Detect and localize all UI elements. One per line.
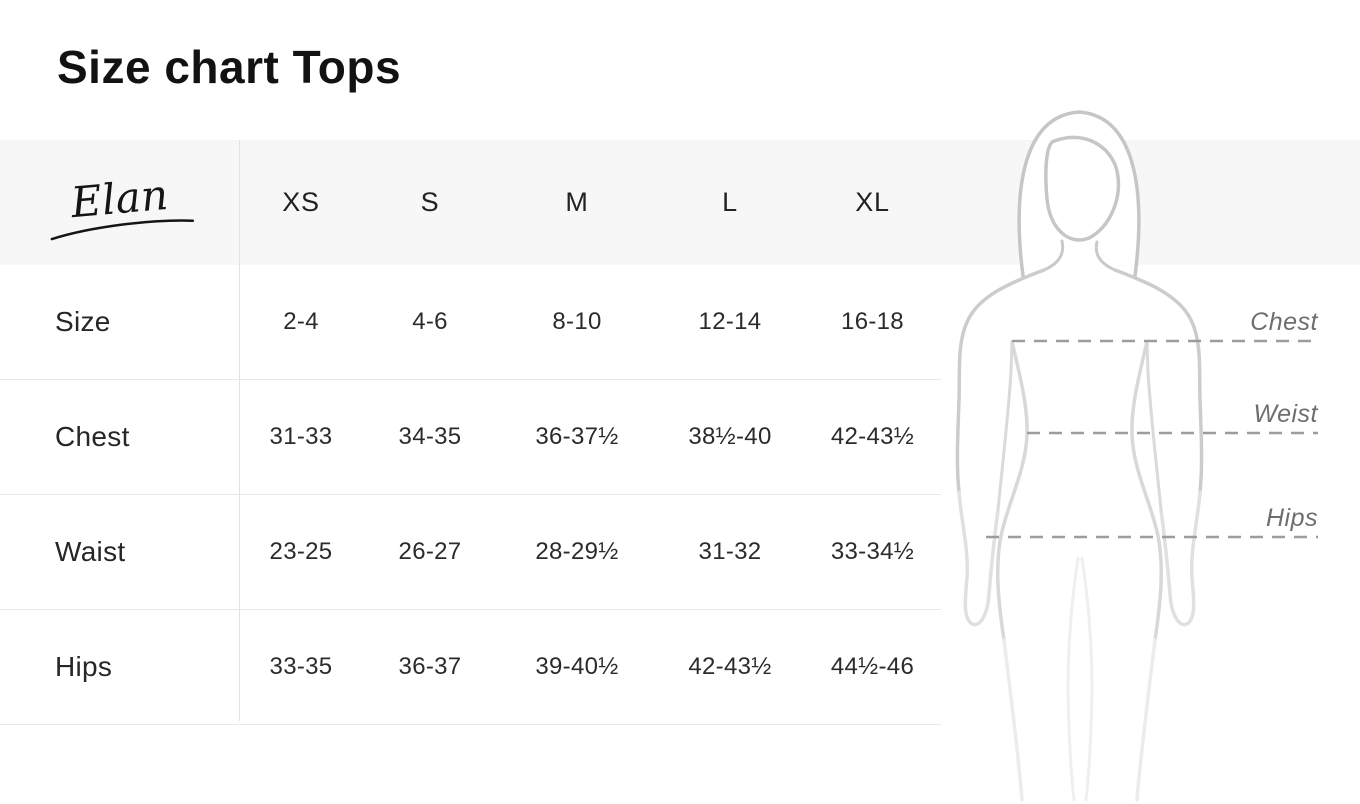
woman-silhouette-illustration [955, 110, 1318, 802]
page-title: Size chart Tops [57, 41, 402, 93]
size-value-cell: 4-6 [412, 308, 448, 335]
size-chart-table: Elan XS S M L XL Size 2-4 4-6 8-10 12-14… [0, 140, 941, 725]
right-forearm-hand-line [1159, 490, 1202, 627]
brand-underline-swash-icon [50, 218, 195, 240]
measurement-row-hips: Hips 33-35 36-37 39-40½ 42-43½ 44½-46 [0, 610, 941, 725]
size-column-header-xl: XL [855, 187, 890, 217]
right-leg-line [1135, 638, 1157, 802]
left-forearm-hand-line [957, 490, 1000, 627]
row-label: Size [55, 306, 111, 337]
size-value-cell: 26-27 [398, 538, 462, 565]
size-value-cell: 33-35 [269, 653, 333, 680]
size-value-cell: 8-10 [552, 308, 602, 335]
face-outline [1044, 135, 1121, 242]
size-value-cell: 28-29½ [535, 538, 619, 565]
size-value-cell: 12-14 [698, 308, 762, 335]
size-value-cell: 36-37 [398, 653, 462, 680]
size-value-cell: 31-32 [698, 538, 762, 565]
row-label: Waist [55, 536, 126, 567]
size-column-header-s: S [420, 187, 440, 217]
measurement-row-chest: Chest 31-33 34-35 36-37½ 38½-40 42-43½ [0, 380, 941, 495]
brand-logo: Elan [0, 169, 240, 240]
left-torso-hip-line [995, 340, 1029, 642]
left-inner-arm-line [996, 340, 1014, 512]
neck-right-line [1094, 240, 1117, 272]
size-value-cell: 33-34½ [830, 538, 915, 565]
size-value-cell: 36-37½ [535, 423, 619, 450]
header-row: Elan XS S M L XL [0, 140, 941, 265]
size-value-cell: 42-43½ [830, 423, 915, 450]
size-value-cell: 31-33 [269, 423, 333, 450]
size-value-cell: 42-43½ [688, 653, 772, 680]
measurement-row-waist: Waist 23-25 26-27 28-29½ 31-32 33-34½ [0, 495, 941, 610]
left-leg-line [1002, 638, 1024, 802]
row-label: Hips [55, 651, 113, 682]
size-value-cell: 44½-46 [830, 653, 915, 680]
left-shoulder-arm-line [955, 268, 1046, 494]
size-value-cell: 2-4 [283, 308, 319, 335]
figure-chest-label: Chest [1250, 308, 1318, 336]
right-shoulder-arm-line [1113, 268, 1204, 494]
inner-right-leg-line [1080, 556, 1094, 802]
size-column-header-m: M [565, 187, 589, 217]
row-label: Chest [55, 421, 130, 452]
measurement-row-size: Size 2-4 4-6 8-10 12-14 16-18 [0, 265, 941, 380]
column-divider [239, 140, 240, 721]
figure-hips-label: Hips [1265, 504, 1318, 532]
size-value-cell: 39-40½ [535, 653, 619, 680]
size-value-cell: 16-18 [841, 308, 904, 335]
right-inner-arm-line [1145, 340, 1163, 512]
neck-left-line [1042, 239, 1065, 272]
hair-outline [1017, 110, 1141, 278]
size-value-cell: 23-25 [269, 538, 333, 565]
size-value-cell: 34-35 [398, 423, 462, 450]
size-column-header-l: L [722, 187, 738, 217]
figure-waist-label: Weist [1253, 400, 1318, 428]
size-column-header-xs: XS [282, 187, 320, 217]
size-value-cell: 38½-40 [688, 423, 772, 450]
inner-left-leg-line [1066, 556, 1080, 802]
right-torso-hip-line [1130, 340, 1164, 642]
